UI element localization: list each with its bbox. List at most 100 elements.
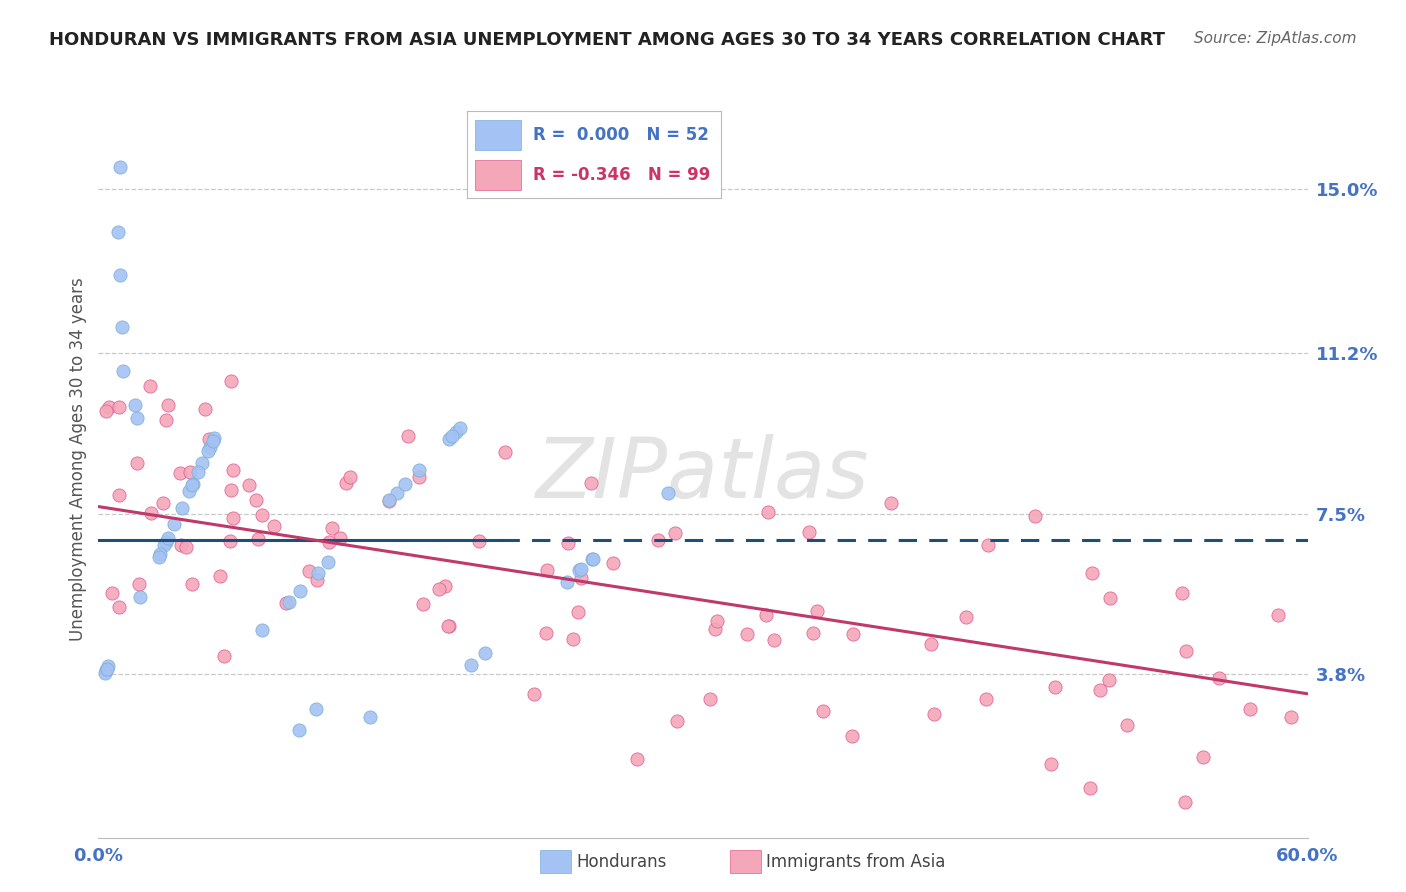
Point [128,577,150,591]
Point [922,707,945,722]
Point [434,579,457,593]
Point [247,533,270,547]
Point [408,463,430,477]
Point [1116,718,1139,732]
Point [1239,702,1261,716]
Point [179,484,201,499]
Point [664,526,686,541]
Point [581,552,603,566]
Point [96,662,118,676]
Point [974,692,997,706]
Point [801,625,824,640]
Point [139,379,162,393]
Point [920,637,942,651]
Text: Immigrants from Asia: Immigrants from Asia [766,853,946,871]
Point [187,465,209,479]
Point [1174,643,1197,657]
Point [193,401,215,416]
Y-axis label: Unemployment Among Ages 30 to 34 years: Unemployment Among Ages 30 to 34 years [69,277,87,641]
Point [94,404,117,418]
Point [124,398,146,412]
Point [170,501,193,516]
Point [378,494,401,508]
Point [179,465,201,479]
Point [202,430,225,444]
Point [359,710,381,724]
Point [1078,780,1101,795]
Point [278,595,301,609]
Point [468,534,491,549]
Point [305,701,328,715]
Point [238,478,260,492]
Point [704,622,727,636]
Point [567,605,589,619]
Text: Source: ZipAtlas.com: Source: ZipAtlas.com [1194,31,1357,46]
Point [735,627,758,641]
Point [100,586,122,600]
Point [222,463,245,477]
Point [156,531,179,545]
Point [841,627,863,641]
Point [318,535,340,549]
Point [581,552,603,566]
Point [474,646,496,660]
Point [181,577,204,591]
Point [536,563,558,577]
Point [139,506,162,520]
Point [263,519,285,533]
Point [444,425,467,440]
Point [449,421,471,435]
Point [170,538,193,552]
Point [441,429,464,443]
Point [699,692,721,706]
Point [155,535,177,549]
Point [763,633,786,648]
Point [1099,591,1122,605]
Point [93,666,115,681]
Point [305,574,328,588]
Point [198,440,221,454]
Point [571,571,593,585]
Point [955,609,977,624]
Point [755,607,778,622]
Point [152,496,174,510]
Point [108,488,131,502]
Point [385,485,408,500]
Point [1191,749,1213,764]
Point [108,600,131,615]
Point [197,444,219,458]
Point [1171,586,1194,600]
Point [252,623,274,637]
Point [555,574,578,589]
Point [307,566,329,581]
Point [756,505,779,519]
Point [219,374,242,388]
Point [976,538,998,552]
Point [111,320,134,334]
Point [181,478,204,492]
Point [557,535,579,549]
Point [494,444,516,458]
Point [569,562,592,576]
Point [602,556,624,570]
Point [181,477,204,491]
Point [97,658,120,673]
Point [318,555,340,569]
Point [437,619,460,633]
Point [153,538,176,552]
Point [797,525,820,540]
Point [1098,673,1121,688]
Point [378,493,401,508]
Point [107,225,129,239]
Point [108,401,131,415]
Point [647,533,669,547]
Point [221,511,243,525]
Point [665,714,688,728]
Point [212,649,235,664]
Point [169,466,191,480]
Point [148,550,170,565]
Text: HONDURAN VS IMMIGRANTS FROM ASIA UNEMPLOYMENT AMONG AGES 30 TO 34 YEARS CORRELAT: HONDURAN VS IMMIGRANTS FROM ASIA UNEMPLO… [49,31,1166,49]
Point [163,517,186,532]
Point [1040,756,1063,771]
Point [408,470,430,484]
